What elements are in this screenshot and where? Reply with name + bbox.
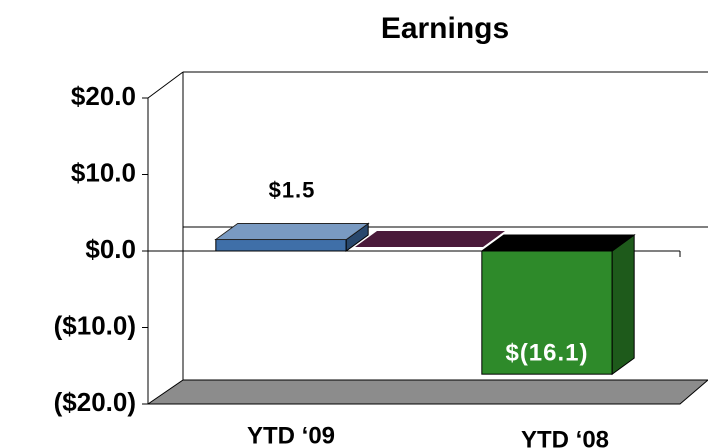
bar-front (481, 250, 613, 375)
x-tick-label: YTD ‘09 (247, 422, 335, 448)
value-label: $1.5 (269, 177, 316, 202)
wall-edge (147, 71, 184, 99)
bar-side-shade (612, 235, 635, 375)
bar-side-shade (346, 223, 369, 251)
y-tick-label: $20.0 (71, 81, 136, 111)
bar-top (214, 223, 370, 241)
bar-top (480, 234, 636, 252)
y-tick-label: ($20.0) (54, 387, 136, 417)
y-tick-label: $10.0 (71, 157, 136, 187)
zero-plane (355, 231, 505, 247)
chart-title: Earnings (381, 12, 509, 45)
value-label: $(16.1) (505, 340, 588, 367)
x-tick-label: YTD ‘08 (521, 426, 609, 448)
floor (146, 379, 708, 405)
y-tick-label: $0.0 (85, 234, 136, 264)
bar-top-shade (215, 223, 369, 240)
y-tick-label: ($10.0) (54, 310, 136, 340)
bar (480, 234, 636, 376)
bar (214, 222, 370, 252)
bar-front (215, 239, 347, 252)
